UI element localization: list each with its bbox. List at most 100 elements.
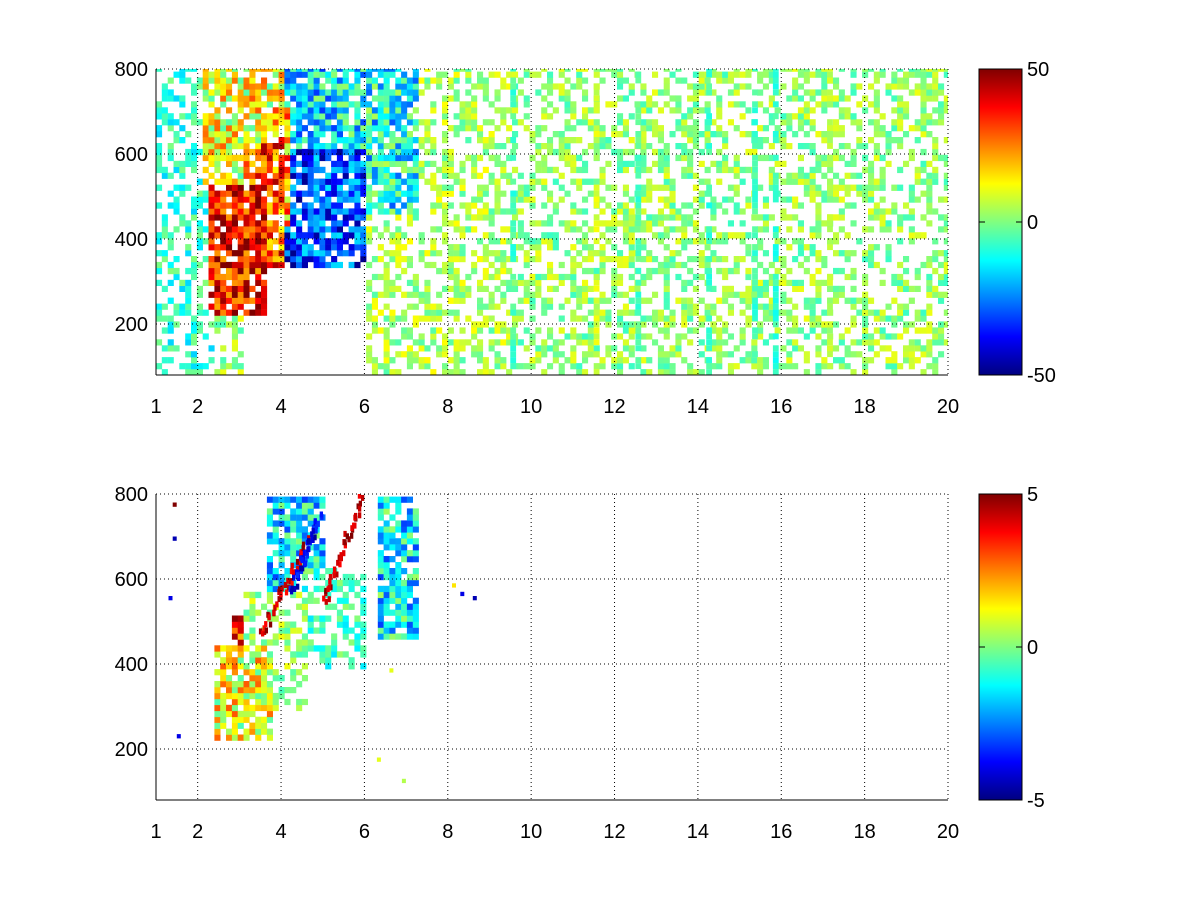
heatmap-cell	[938, 321, 945, 328]
heatmap-cell	[401, 591, 408, 599]
heatmap-cell	[360, 148, 367, 156]
heatmap-cell	[255, 267, 262, 275]
heatmap-cell	[529, 291, 536, 298]
heatmap-cell	[803, 113, 810, 120]
heatmap-cell	[663, 184, 670, 191]
heatmap-cell	[214, 214, 221, 221]
heatmap-cell	[821, 256, 828, 263]
heatmap-cell	[640, 256, 647, 263]
heatmap-cell	[517, 273, 524, 281]
heatmap-cell	[336, 69, 343, 72]
heatmap-cell	[879, 345, 886, 352]
heatmap-cell	[932, 285, 939, 292]
heatmap-cell	[261, 681, 268, 688]
heatmap-band-cell	[772, 131, 779, 137]
heatmap-cell	[296, 639, 303, 646]
heatmap-cell	[762, 285, 769, 292]
heatmap-cell	[692, 131, 699, 138]
heatmap-cell	[757, 363, 764, 370]
heatmap-band-cell	[510, 309, 517, 316]
heatmap-cell	[383, 496, 390, 503]
heatmap-band-cell	[510, 196, 517, 203]
heatmap-cell	[389, 250, 396, 257]
heatmap-cell	[307, 69, 314, 72]
heatmap-cell	[833, 172, 840, 179]
heatmap-cell	[628, 351, 635, 358]
heatmap-cell	[220, 321, 227, 328]
heatmap-cell	[412, 71, 419, 78]
heatmap-cell	[389, 579, 396, 587]
heatmap-cell	[768, 71, 775, 78]
heatmap-cell	[220, 345, 227, 352]
heatmap-cell	[249, 172, 256, 179]
heatmap-cell	[663, 202, 670, 209]
heatmap-cell	[920, 345, 927, 352]
heatmap-cell	[873, 101, 880, 108]
heatmap-cell	[628, 148, 635, 156]
heatmap-cell	[482, 137, 489, 144]
heatmap-cell	[220, 669, 227, 676]
heatmap-cell	[366, 202, 373, 209]
heatmap-cell	[885, 160, 892, 167]
heatmap-cell	[891, 119, 898, 126]
heatmap-cell	[301, 69, 308, 72]
heatmap-cell	[523, 238, 530, 245]
heatmap-ridge-cell	[301, 545, 305, 552]
heatmap-cell	[237, 315, 244, 322]
heatmap-cell	[611, 131, 618, 138]
heatmap-cell	[383, 285, 390, 292]
heatmap-cell	[360, 256, 367, 263]
heatmap-cell	[570, 256, 577, 263]
heatmap-cell	[587, 250, 594, 257]
heatmap-cell	[733, 160, 740, 167]
heatmap-cell	[336, 178, 343, 185]
heatmap-cell	[226, 675, 233, 682]
heatmap-cell	[307, 226, 314, 233]
heatmap-band-cell	[635, 321, 642, 328]
heatmap-cell	[237, 633, 244, 640]
heatmap-cell	[261, 137, 268, 144]
heatmap-cell	[156, 303, 163, 310]
heatmap-band-cell	[772, 172, 779, 179]
heatmap-band-cell	[752, 107, 758, 114]
heatmap-cell	[453, 363, 460, 370]
heatmap-cell	[535, 357, 542, 364]
heatmap-cell	[914, 232, 921, 239]
heatmap-cell	[576, 178, 583, 185]
heatmap-cell	[436, 351, 443, 358]
heatmap-cell	[552, 339, 559, 346]
heatmap-cell	[226, 107, 233, 114]
heatmap-cell	[231, 710, 238, 718]
heatmap-cell	[237, 244, 244, 251]
heatmap-cell	[301, 603, 308, 610]
heatmap-cell	[389, 160, 396, 167]
heatmap-cell	[406, 603, 413, 610]
heatmap-cell	[161, 250, 168, 257]
heatmap-cell	[307, 166, 314, 174]
heatmap-cell	[535, 238, 542, 245]
heatmap-cell	[307, 202, 314, 209]
heatmap-cell	[652, 315, 659, 322]
heatmap-ridge-cell	[333, 567, 337, 574]
heatmap-cell	[231, 131, 238, 138]
heatmap-cell	[255, 89, 262, 96]
heatmap-cell	[290, 202, 297, 209]
heatmap-cell	[797, 244, 804, 251]
heatmap-cell	[745, 202, 752, 209]
heatmap-cell	[447, 244, 454, 251]
heatmap-cell	[167, 321, 174, 328]
heatmap-cell	[366, 214, 373, 221]
heatmap-cell	[383, 83, 390, 90]
heatmap-cell	[617, 261, 624, 269]
heatmap-cell	[231, 345, 238, 352]
heatmap-cell	[354, 214, 361, 221]
heatmap-cell	[272, 83, 279, 90]
heatmap-band-cell	[635, 137, 642, 143]
heatmap-band-cell	[635, 291, 642, 298]
heatmap-cell	[301, 160, 308, 167]
heatmap-cell	[809, 315, 816, 322]
heatmap-cell	[722, 71, 729, 78]
heatmap-cell	[494, 339, 501, 346]
heatmap-cell	[862, 273, 869, 281]
heatmap-ridge-cell	[336, 559, 340, 566]
